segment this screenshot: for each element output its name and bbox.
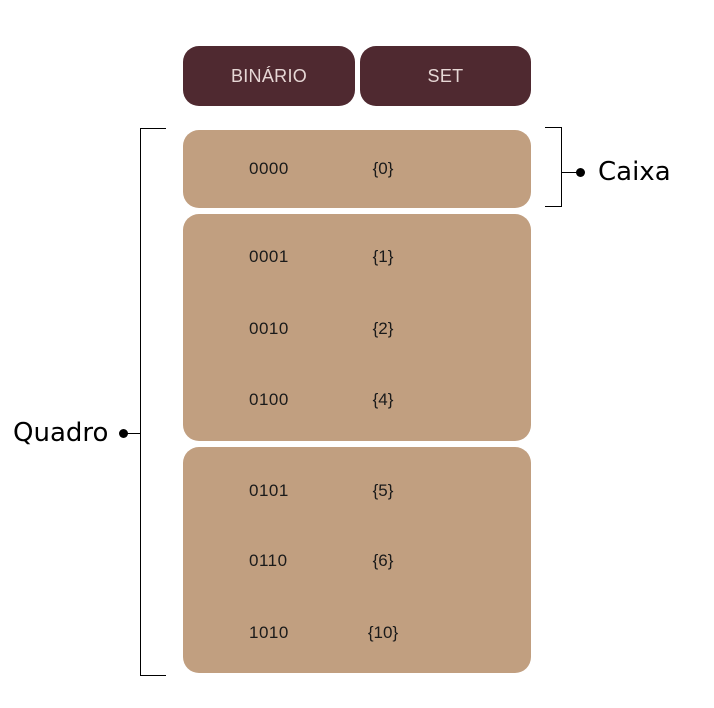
set-value: {10}: [367, 623, 399, 642]
set-value: {4}: [372, 390, 394, 409]
quadro-label: Quadro: [13, 418, 109, 448]
binary-value: 0100: [249, 390, 289, 409]
table-row: 1010 {10}: [183, 618, 531, 648]
set-value: {6}: [372, 551, 394, 570]
caixa-bracket-bottom: [545, 206, 562, 207]
set-value: {5}: [372, 481, 394, 500]
set-header-button[interactable]: SET: [360, 46, 531, 106]
caixa-pointer-dot: [576, 168, 585, 177]
box-3: 0101 {5} 0110 {6} 1010 {10}: [183, 447, 531, 673]
caixa-bracket-vertical: [561, 127, 562, 207]
box-2: 0001 {1} 0010 {2} 0100 {4}: [183, 214, 531, 441]
binary-header-label: BINÁRIO: [230, 65, 308, 86]
caixa-label: Caixa: [598, 157, 671, 187]
table-row: 0010 {2}: [183, 314, 531, 344]
box-1: 0000 {0}: [183, 130, 531, 208]
caixa-bracket-connector: [562, 172, 579, 173]
quadro-bracket-vertical: [140, 128, 141, 676]
binary-header-button[interactable]: BINÁRIO: [183, 46, 355, 106]
table-row: 0000 {0}: [183, 154, 531, 184]
binary-value: 1010: [249, 623, 289, 642]
set-header-label: SET: [427, 65, 464, 86]
quadro-pointer-dot: [119, 429, 128, 438]
binary-value: 0010: [249, 319, 289, 338]
binary-value: 0000: [249, 159, 289, 178]
set-value: {1}: [372, 247, 394, 266]
table-row: 0101 {5}: [183, 476, 531, 506]
quadro-bracket-connector: [125, 433, 140, 434]
caixa-bracket-top: [545, 127, 562, 128]
quadro-bracket-bottom: [140, 675, 166, 676]
table-row: 0100 {4}: [183, 385, 531, 415]
quadro-bracket-top: [140, 128, 166, 129]
set-value: {2}: [372, 319, 394, 338]
table-row: 0001 {1}: [183, 242, 531, 272]
binary-value: 0110: [249, 551, 288, 570]
table-row: 0110 {6}: [183, 546, 531, 576]
binary-value: 0001: [249, 247, 289, 266]
binary-value: 0101: [249, 481, 289, 500]
set-value: {0}: [372, 159, 394, 178]
